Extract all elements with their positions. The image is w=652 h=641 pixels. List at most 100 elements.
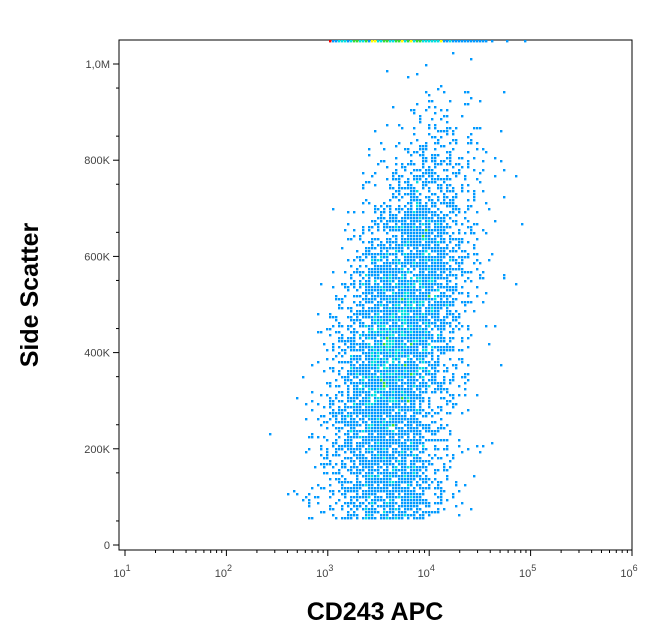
event-point <box>401 382 404 385</box>
event-point <box>416 370 419 373</box>
event-point <box>443 325 446 328</box>
event-point <box>467 328 470 331</box>
event-point <box>398 244 401 247</box>
event-point <box>437 496 440 499</box>
event-point <box>350 277 353 280</box>
event-point <box>470 226 473 229</box>
event-point <box>473 193 476 196</box>
event-point <box>341 409 344 412</box>
event-point <box>350 364 353 367</box>
event-point <box>356 391 359 394</box>
event-point <box>446 439 449 442</box>
event-point <box>341 307 344 310</box>
event-point <box>434 370 437 373</box>
event-point <box>434 112 437 115</box>
event-point <box>362 460 365 463</box>
event-point <box>326 394 329 397</box>
event-point <box>407 370 410 373</box>
event-point <box>470 232 473 235</box>
event-point <box>317 313 320 316</box>
event-point <box>368 154 371 157</box>
events-layer <box>269 40 527 520</box>
event-point <box>374 457 377 460</box>
event-point <box>368 268 371 271</box>
event-point <box>434 301 437 304</box>
event-point <box>347 517 350 520</box>
event-point <box>392 193 395 196</box>
event-point <box>362 421 365 424</box>
event-point <box>368 487 371 490</box>
event-point <box>428 334 431 337</box>
event-point <box>425 265 428 268</box>
event-point <box>446 205 449 208</box>
event-point <box>464 91 467 94</box>
event-point <box>383 253 386 256</box>
event-point <box>434 325 437 328</box>
event-point <box>428 478 431 481</box>
event-point <box>371 415 374 418</box>
event-point <box>434 388 437 391</box>
event-point <box>374 331 377 334</box>
event-point <box>389 433 392 436</box>
event-point <box>422 352 425 355</box>
event-point <box>386 382 389 385</box>
event-point <box>461 376 464 379</box>
event-point <box>356 457 359 460</box>
event-point <box>359 409 362 412</box>
event-point <box>377 163 380 166</box>
event-point <box>383 463 386 466</box>
x-tick-label: 101 <box>113 563 130 580</box>
event-point <box>404 349 407 352</box>
event-point <box>362 313 365 316</box>
event-point <box>404 205 407 208</box>
event-point <box>470 271 473 274</box>
event-point <box>401 208 404 211</box>
event-point <box>452 40 455 43</box>
event-point <box>440 130 443 133</box>
event-point <box>428 460 431 463</box>
event-point <box>407 424 410 427</box>
event-point <box>362 241 365 244</box>
event-point <box>407 163 410 166</box>
event-point <box>410 514 413 517</box>
event-point <box>461 358 464 361</box>
event-point <box>401 196 404 199</box>
event-point <box>341 283 344 286</box>
event-point <box>395 292 398 295</box>
event-point <box>386 337 389 340</box>
event-point <box>371 361 374 364</box>
event-point <box>452 190 455 193</box>
event-point <box>398 517 401 520</box>
event-point <box>419 175 422 178</box>
event-point <box>419 343 422 346</box>
event-point <box>419 496 422 499</box>
event-point <box>422 415 425 418</box>
event-point <box>422 211 425 214</box>
event-point <box>377 379 380 382</box>
event-point <box>407 391 410 394</box>
event-point <box>419 271 422 274</box>
event-point <box>410 244 413 247</box>
event-point <box>437 325 440 328</box>
event-point <box>347 394 350 397</box>
event-point <box>368 247 371 250</box>
event-point <box>437 364 440 367</box>
event-point <box>404 286 407 289</box>
event-point <box>374 253 377 256</box>
event-point <box>380 448 383 451</box>
event-point <box>407 211 410 214</box>
event-point <box>359 388 362 391</box>
event-point <box>431 232 434 235</box>
event-point <box>443 247 446 250</box>
event-point <box>383 382 386 385</box>
event-point <box>344 352 347 355</box>
event-point <box>419 118 422 121</box>
event-point <box>401 397 404 400</box>
event-point <box>440 490 443 493</box>
event-point <box>473 127 476 130</box>
event-point <box>380 430 383 433</box>
event-point <box>389 496 392 499</box>
event-point <box>344 490 347 493</box>
event-point <box>446 163 449 166</box>
event-point <box>443 490 446 493</box>
